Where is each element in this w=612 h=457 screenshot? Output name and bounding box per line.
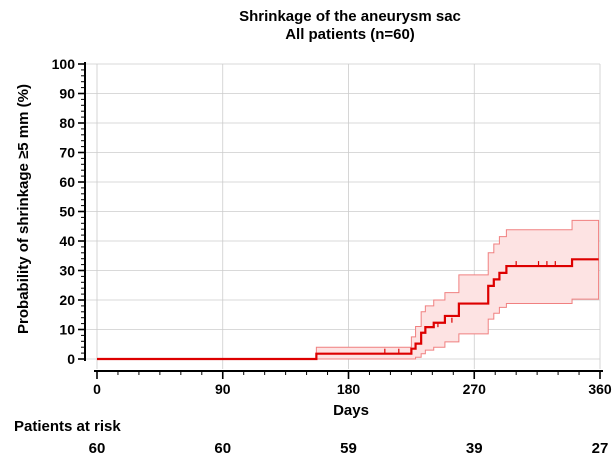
y-tick-label: 10 — [59, 322, 75, 338]
censor-marks — [384, 261, 556, 354]
x-tick-label: 360 — [588, 381, 612, 397]
risk-count: 39 — [465, 440, 483, 457]
axes: 0 10 20 30 40 50 60 70 80 90 100 0 90 180 270 360 — [52, 56, 612, 397]
x-axis-label: Days — [333, 402, 369, 419]
survival-curve — [97, 258, 599, 361]
risk-count: 60 — [214, 440, 232, 457]
x-tick-label: 90 — [215, 381, 231, 397]
risk-count: 60 — [88, 440, 106, 457]
x-tick-label: 180 — [337, 381, 361, 397]
y-tick-label: 80 — [59, 115, 75, 131]
y-axis-label: Probability of shrinkage ≥5 mm (%) — [15, 84, 32, 334]
risk-table-heading: Patients at risk — [14, 418, 121, 435]
y-tick-label: 20 — [59, 292, 75, 308]
y-tick-label: 50 — [59, 204, 75, 220]
y-tick-label: 0 — [67, 351, 75, 367]
x-tick-label: 270 — [463, 381, 487, 397]
confidence-band — [97, 219, 600, 360]
chart-subtitle: All patients (n=60) — [285, 26, 415, 43]
y-tick-label: 40 — [59, 233, 75, 249]
y-tick-label: 90 — [59, 86, 75, 102]
y-tick-label: 100 — [52, 56, 76, 72]
risk-count: 59 — [340, 440, 357, 457]
risk-count: 27 — [591, 440, 609, 457]
grid — [85, 63, 601, 369]
x-tick-label: 0 — [93, 381, 101, 397]
y-tick-label: 30 — [59, 263, 75, 279]
y-tick-label: 60 — [59, 174, 75, 190]
chart-title: Shrinkage of the aneurysm sac — [239, 8, 461, 25]
y-tick-label: 70 — [59, 145, 75, 161]
